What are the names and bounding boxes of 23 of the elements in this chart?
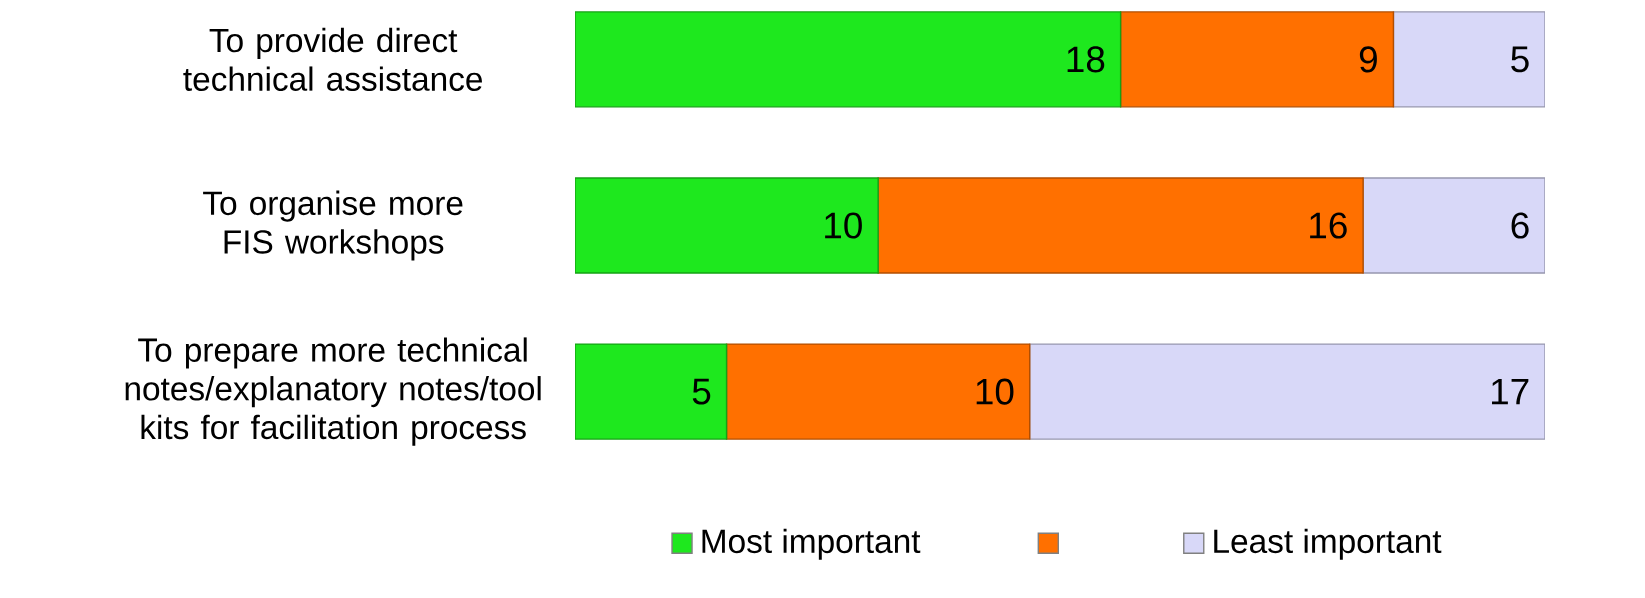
bar: [1362, 177, 1545, 274]
y-tick-label: To prepare more technical notes/explanatory notes/tool kits for facilitation process: [125, 337, 541, 446]
bar: [1392, 11, 1545, 108]
bar: [1028, 343, 1545, 440]
y-tick-label: To organise more FIS workshops: [203, 190, 463, 261]
data-label: 5: [692, 378, 711, 405]
data-label: 17: [1492, 378, 1529, 405]
data-label: 18: [1067, 46, 1105, 73]
bar: [575, 11, 1122, 108]
data-label: 6: [1511, 212, 1529, 239]
y-tick-label: To provide direct technical assistance: [183, 27, 482, 91]
bar: [877, 177, 1364, 274]
legend-label: Most important: [702, 528, 921, 560]
bar: [1119, 11, 1395, 108]
bar: [575, 177, 879, 274]
legend-label: Least important: [1214, 528, 1442, 560]
data-label: 10: [976, 378, 1014, 405]
data-label: 5: [1511, 46, 1529, 73]
bar: [575, 343, 728, 440]
data-label: 10: [825, 212, 862, 239]
data-label: 16: [1310, 212, 1347, 239]
bar: [725, 343, 1031, 440]
data-label: 9: [1359, 46, 1377, 73]
